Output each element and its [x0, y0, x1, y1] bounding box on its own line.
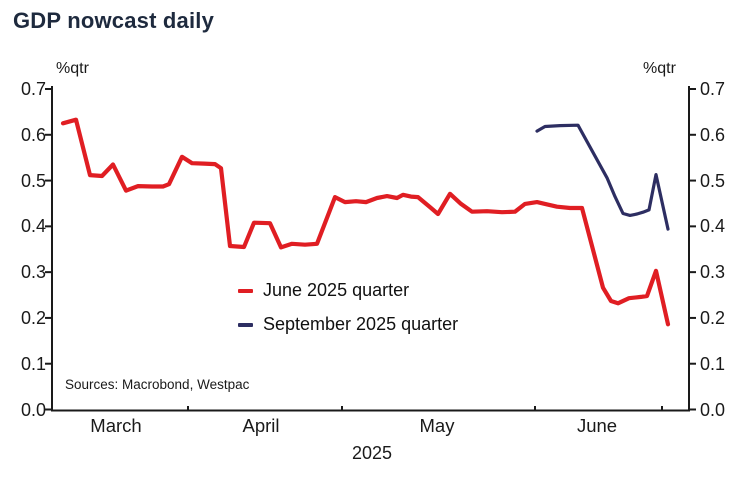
june-series-swatch-icon — [238, 288, 253, 293]
y-axis-label-right: 0.5 — [700, 170, 726, 191]
x-axis-year-label: 2025 — [351, 443, 393, 463]
legend-label-september: September 2025 quarter — [263, 314, 459, 334]
x-axis-month-label: May — [419, 415, 455, 436]
chart-title: GDP nowcast daily — [13, 8, 215, 33]
x-axis-month-label: June — [576, 415, 618, 436]
y-axis-label-left: 0.5 — [20, 170, 46, 191]
legend-item-september: September 2025 quarter — [238, 314, 458, 335]
y-axis-label-left: 0.3 — [20, 262, 46, 283]
series-line-september — [535, 123, 670, 231]
left-axis-unit-label: %qtr — [56, 60, 89, 77]
y-axis-label-right: 0.2 — [700, 307, 726, 328]
y-axis-label-left: 0.0 — [20, 399, 46, 420]
y-axis-label-right: 0.6 — [700, 124, 726, 145]
legend-item-june: June 2025 quarter — [238, 280, 458, 301]
y-axis-label-left: 0.4 — [20, 216, 46, 237]
x-axis-month-label: April — [242, 415, 280, 436]
y-axis-label-left: 0.2 — [20, 307, 46, 328]
y-axis-label-left: 0.6 — [20, 124, 46, 145]
chart-legend: June 2025 quarter September 2025 quarter — [238, 280, 458, 348]
y-axis-label-left: 0.7 — [20, 79, 46, 99]
legend-label-june: June 2025 quarter — [263, 280, 410, 300]
y-axis-label-right: 0.1 — [700, 353, 726, 374]
y-axis-label-right: 0.3 — [700, 262, 726, 283]
y-axis-label-right: 0.4 — [700, 216, 726, 237]
right-axis-unit-label: %qtr — [643, 60, 676, 77]
series-line-june — [60, 117, 671, 327]
x-axis-month-label: March — [90, 415, 142, 436]
y-axis-label-left: 0.1 — [20, 353, 46, 374]
sources-note: Sources: Macrobond, Westpac — [65, 377, 250, 392]
september-series-swatch-icon — [238, 322, 253, 327]
y-axis-label-right: 0.0 — [700, 399, 726, 420]
y-axis-label-right: 0.7 — [700, 79, 726, 99]
